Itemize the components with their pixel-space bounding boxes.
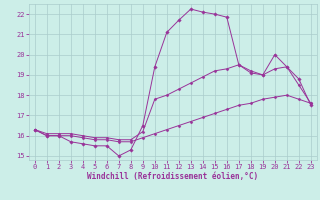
X-axis label: Windchill (Refroidissement éolien,°C): Windchill (Refroidissement éolien,°C) — [87, 172, 258, 181]
